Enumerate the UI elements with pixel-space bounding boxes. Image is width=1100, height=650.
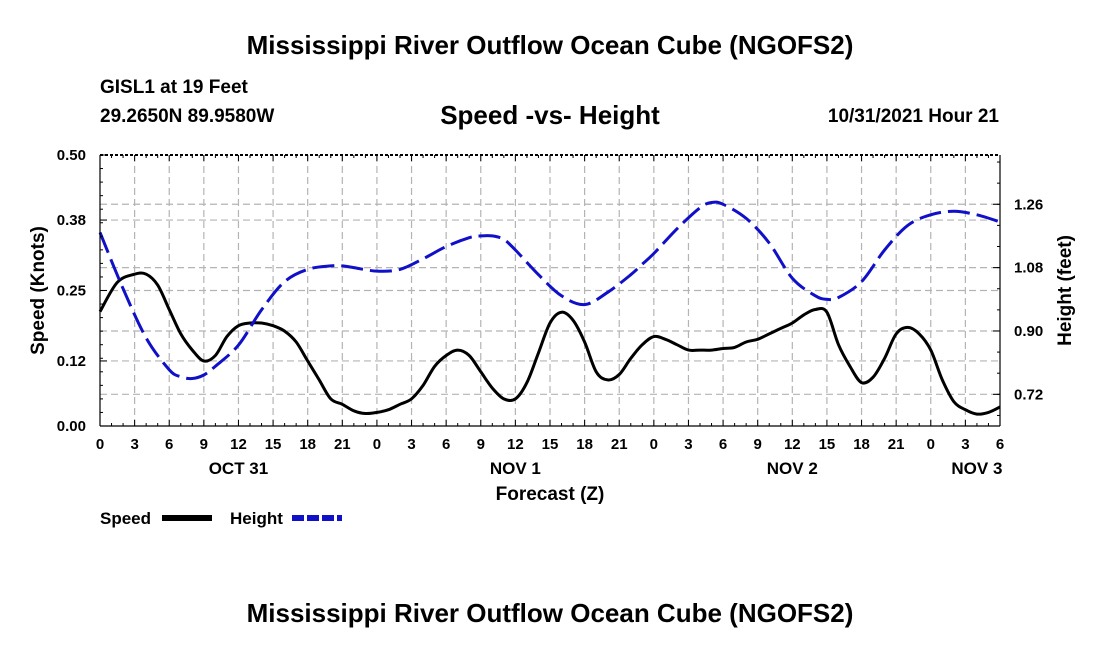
x-tick-label: 12 (507, 436, 524, 453)
y-left-tick-label: 0.00 (57, 418, 86, 435)
x-tick-label: 9 (754, 436, 762, 453)
x-tick-label: 0 (650, 436, 658, 453)
y-right-tick-label: 1.08 (1014, 260, 1043, 277)
y-right-tick-label: 1.26 (1014, 196, 1043, 213)
y-left-tick-label: 0.38 (57, 212, 86, 229)
x-tick-label: 3 (407, 436, 415, 453)
y-left-tick-label: 0.12 (57, 353, 86, 370)
x-tick-label: 21 (611, 436, 628, 453)
x-tick-label: 6 (996, 436, 1004, 453)
y-left-tick-label: 0.50 (57, 147, 86, 164)
x-tick-label: 3 (961, 436, 969, 453)
x-tick-label: 6 (442, 436, 450, 453)
x-tick-label: 0 (96, 436, 104, 453)
station-label: GISL1 at 19 Feet (100, 77, 248, 98)
x-tick-label: 0 (927, 436, 935, 453)
y-right-tick-label: 0.72 (1014, 386, 1043, 403)
x-date-label: NOV 1 (490, 459, 541, 478)
x-tick-label: 3 (130, 436, 138, 453)
x-tick-label: 15 (819, 436, 836, 453)
x-tick-label: 15 (542, 436, 559, 453)
series-line-speed (98, 271, 1001, 416)
legend-speed-label: Speed (100, 509, 152, 528)
x-tick-label: 21 (334, 436, 351, 453)
x-tick-label: 18 (576, 436, 593, 453)
x-tick-label: 18 (853, 436, 870, 453)
x-tick-label: 9 (477, 436, 485, 453)
main-title: Mississippi River Outflow Ocean Cube (NG… (246, 30, 854, 60)
x-tick-label: 12 (784, 436, 801, 453)
x-tick-label: 0 (373, 436, 381, 453)
x-tick-label: 18 (299, 436, 316, 453)
footer-title: Mississippi River Outflow Ocean Cube (NG… (246, 598, 854, 628)
series-line-height (98, 200, 1001, 381)
x-tick-label: 9 (200, 436, 208, 453)
x-tick-label: 12 (230, 436, 247, 453)
x-tick-label: 6 (719, 436, 727, 453)
y-left-axis-title: Speed (Knots) (28, 226, 49, 355)
forecast-datetime: 10/31/2021 Hour 21 (827, 106, 999, 127)
x-date-label: NOV 2 (767, 459, 818, 478)
y-right-tick-label: 0.90 (1014, 323, 1043, 340)
x-tick-label: 6 (165, 436, 173, 453)
x-date-label: NOV 3 (951, 459, 1002, 478)
x-tick-label: 3 (684, 436, 692, 453)
x-tick-label: 21 (888, 436, 905, 453)
legend-height-swatch (292, 515, 342, 521)
chart-title: Speed -vs- Height (440, 100, 660, 130)
x-tick-label: 15 (265, 436, 282, 453)
y-left-tick-label: 0.25 (57, 283, 86, 300)
x-date-label: OCT 31 (209, 459, 269, 478)
x-axis-title: Forecast (Z) (496, 484, 605, 505)
legend-height-label: Height (230, 509, 283, 528)
y-right-axis-title: Height (feet) (1055, 235, 1076, 346)
legend-speed-swatch (162, 515, 212, 521)
station-coordinates: 29.2650N 89.9580W (100, 106, 275, 127)
